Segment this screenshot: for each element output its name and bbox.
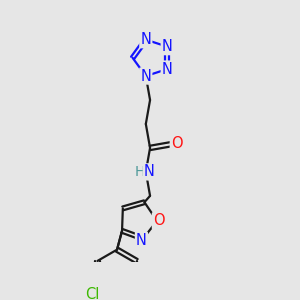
- Text: N: N: [140, 32, 151, 47]
- Text: N: N: [144, 164, 155, 179]
- Text: O: O: [171, 136, 182, 151]
- Text: N: N: [140, 68, 151, 83]
- Text: N: N: [162, 39, 172, 54]
- Text: N: N: [136, 233, 147, 248]
- Text: Cl: Cl: [85, 287, 100, 300]
- Text: O: O: [153, 213, 164, 228]
- Text: N: N: [162, 61, 172, 76]
- Text: H: H: [135, 165, 145, 179]
